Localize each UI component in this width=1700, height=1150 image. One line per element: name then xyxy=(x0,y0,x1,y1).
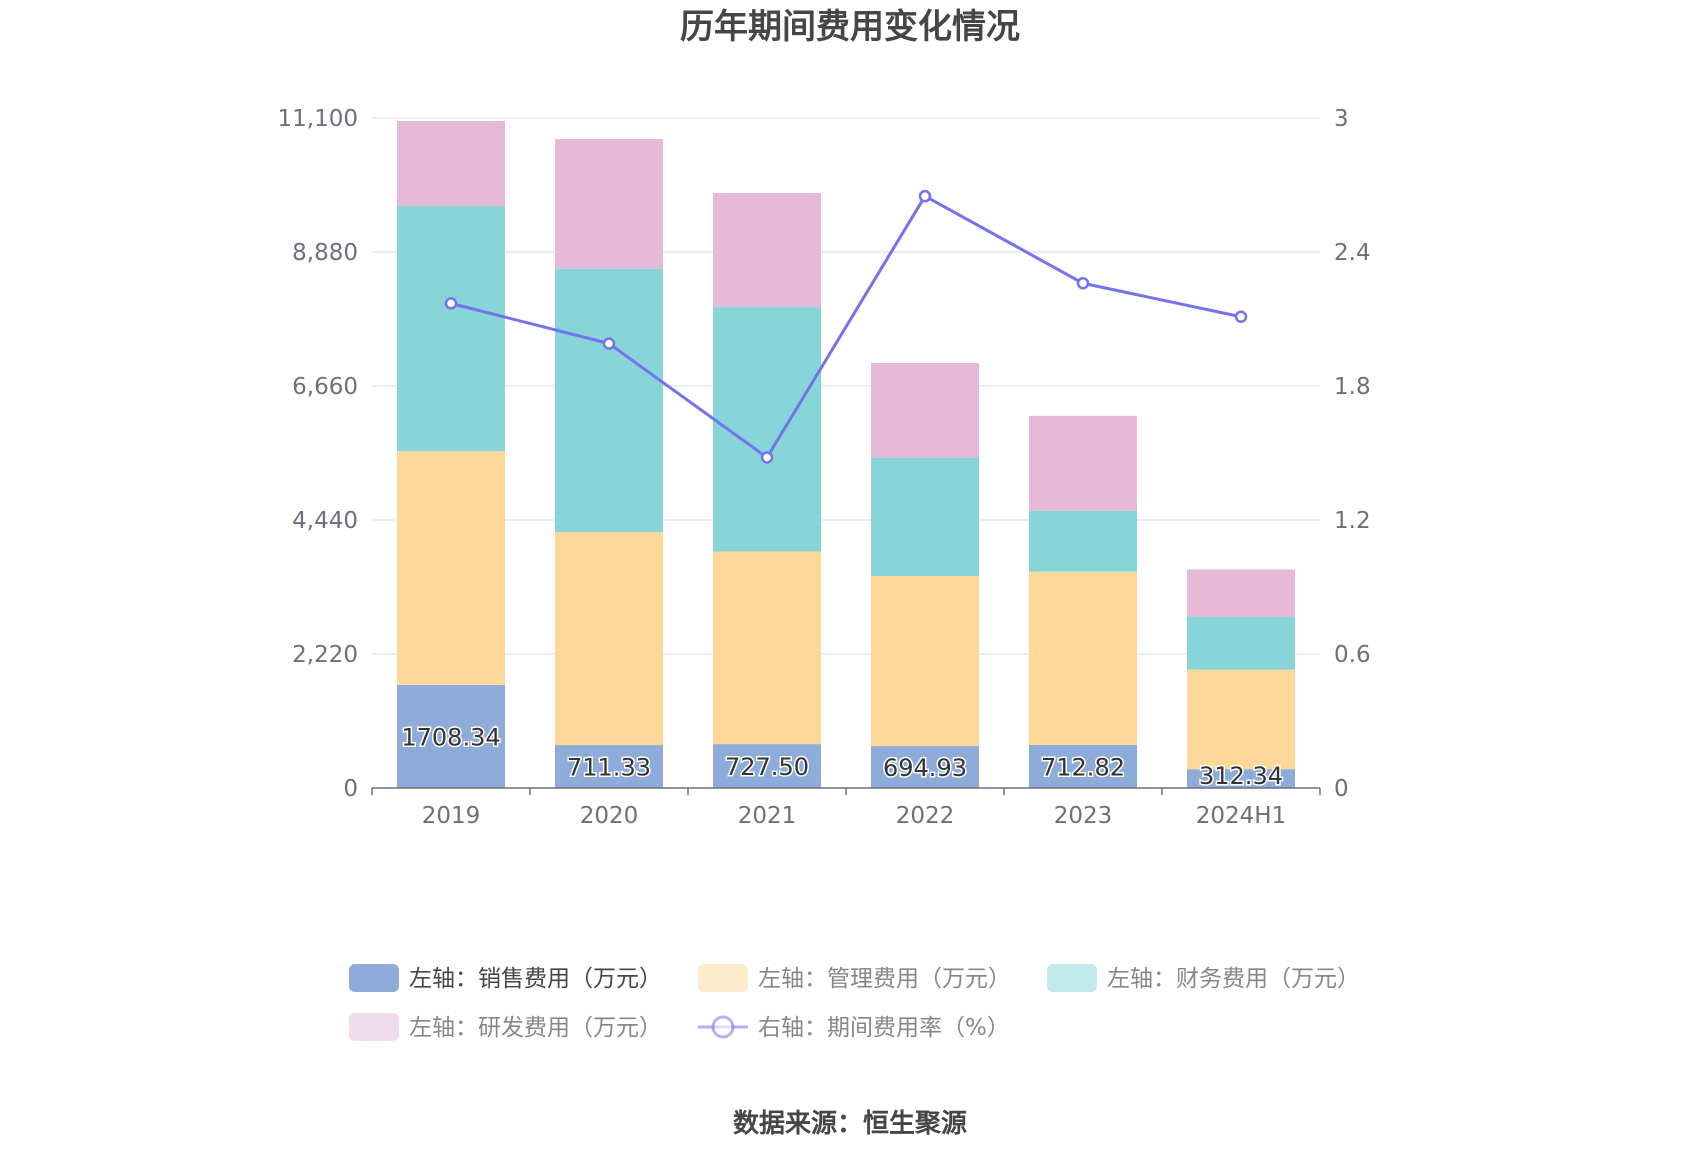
right-tick-label: 3 xyxy=(1334,106,1349,132)
bar-segment-s0-2019 xyxy=(397,684,505,788)
left-axis: 0 2,220 4,440 6,660 8,880 11,100 xyxy=(278,106,358,802)
legend-label: 左轴：销售费用（万元） xyxy=(409,966,662,992)
legend-label: 左轴：管理费用（万元） xyxy=(758,966,1011,992)
left-tick-label: 11,100 xyxy=(278,106,358,132)
source-note: 数据来源：恒生聚源 xyxy=(733,1109,967,1139)
rate-point-2023 xyxy=(1076,277,1090,290)
bar-value-label: 694.93 xyxy=(883,754,967,782)
legend-swatch xyxy=(349,964,399,992)
bar-segment-s0-2023 xyxy=(1029,744,1137,788)
bar-segment-s1-2019 xyxy=(397,451,505,685)
x-tick-label: 2023 xyxy=(1054,803,1113,829)
chart-title: 历年期间费用变化情况 xyxy=(680,7,1020,47)
rate-point-2024H1 xyxy=(1234,310,1248,324)
bar-segment-s3-2019 xyxy=(397,120,505,207)
bar-segment-s3-2020 xyxy=(555,139,663,269)
rate-point-2022 xyxy=(918,189,932,203)
bar-segment-s2-2020 xyxy=(555,268,663,532)
bar-labels: 1708.34 711.33 727.50 694.93 712.82 312.34 xyxy=(400,722,1285,792)
bar-segment-s1-2021 xyxy=(713,551,821,745)
left-tick-label: 2,220 xyxy=(292,642,358,668)
rate-point-2021 xyxy=(760,451,774,464)
bar-segment-s0-2021 xyxy=(713,744,821,788)
right-tick-label: 2.4 xyxy=(1334,240,1371,266)
bars xyxy=(397,120,1295,788)
legend-swatch xyxy=(1047,964,1097,992)
rate-line xyxy=(444,189,1248,464)
bar-segment-s1-2023 xyxy=(1029,571,1137,745)
left-tick-label: 0 xyxy=(343,776,358,802)
left-tick-label: 4,440 xyxy=(292,508,358,534)
left-tick-label: 8,880 xyxy=(292,240,358,266)
bar-segment-s0-2020 xyxy=(555,745,663,788)
x-tick-label: 2024H1 xyxy=(1196,803,1286,829)
bar-segment-s3-2021 xyxy=(713,192,821,308)
legend-item-2[interactable]: 左轴：财务费用（万元） xyxy=(1047,964,1360,992)
bar-segment-s1-2024H1 xyxy=(1187,669,1295,770)
bar-segment-s2-2023 xyxy=(1029,510,1137,572)
rate-point-2019 xyxy=(444,297,458,310)
right-axis: 0 0.6 1.2 1.8 2.4 3 xyxy=(1334,106,1371,802)
bar-value-label: 712.82 xyxy=(1041,753,1125,781)
left-tick-label: 6,660 xyxy=(292,374,358,400)
bar-segment-s2-2021 xyxy=(713,307,821,552)
legend-item-1[interactable]: 左轴：管理费用（万元） xyxy=(698,964,1011,992)
rate-point-2020 xyxy=(602,337,616,350)
bar-segment-s0-2024H1 xyxy=(1187,769,1295,788)
legend-item-0[interactable]: 左轴：销售费用（万元） xyxy=(349,964,662,992)
rate-line-path xyxy=(450,194,1242,460)
bar-segment-s3-2022 xyxy=(871,362,979,458)
right-tick-label: 0.6 xyxy=(1334,642,1371,668)
bar-segment-s1-2020 xyxy=(555,531,663,746)
legend-swatch xyxy=(698,964,748,992)
legend-item-4[interactable]: 右轴：期间费用率（%） xyxy=(698,1015,1010,1041)
grid-lines xyxy=(372,117,1320,655)
legend-marker xyxy=(711,1015,735,1039)
bar-value-label: 711.33 xyxy=(567,754,651,782)
bar-segment-s2-2024H1 xyxy=(1187,616,1295,670)
bar-value-label: 727.50 xyxy=(725,753,809,781)
legend-item-3[interactable]: 左轴：研发费用（万元） xyxy=(349,1013,662,1041)
bar-segment-s3-2023 xyxy=(1029,415,1137,511)
right-tick-label: 1.2 xyxy=(1334,508,1371,534)
x-tick-label: 2022 xyxy=(896,803,955,829)
legend-label: 左轴：财务费用（万元） xyxy=(1107,966,1360,992)
x-tick-label: 2020 xyxy=(580,803,639,829)
x-tick-label: 2019 xyxy=(422,803,481,829)
right-tick-label: 1.8 xyxy=(1334,374,1371,400)
bar-value-label: 312.34 xyxy=(1199,762,1283,790)
legend-label: 右轴：期间费用率（%） xyxy=(758,1015,1010,1041)
legend-swatch xyxy=(349,1013,399,1041)
x-tick-label: 2021 xyxy=(738,803,797,829)
bar-segment-s1-2022 xyxy=(871,576,979,747)
legend-label: 左轴：研发费用（万元） xyxy=(409,1015,662,1041)
right-tick-label: 0 xyxy=(1334,776,1349,802)
bar-segment-s0-2022 xyxy=(871,746,979,788)
bar-segment-s3-2024H1 xyxy=(1187,569,1295,617)
bar-segment-s2-2019 xyxy=(397,206,505,452)
bar-segment-s2-2022 xyxy=(871,457,979,577)
x-axis: 2019 2020 2021 2022 2023 2024H1 xyxy=(371,787,1321,829)
bar-value-label: 1708.34 xyxy=(401,723,500,751)
legend: 左轴：销售费用（万元） 左轴：管理费用（万元） 左轴：财务费用（万元） 左轴：研发费用… xyxy=(349,964,1360,1041)
